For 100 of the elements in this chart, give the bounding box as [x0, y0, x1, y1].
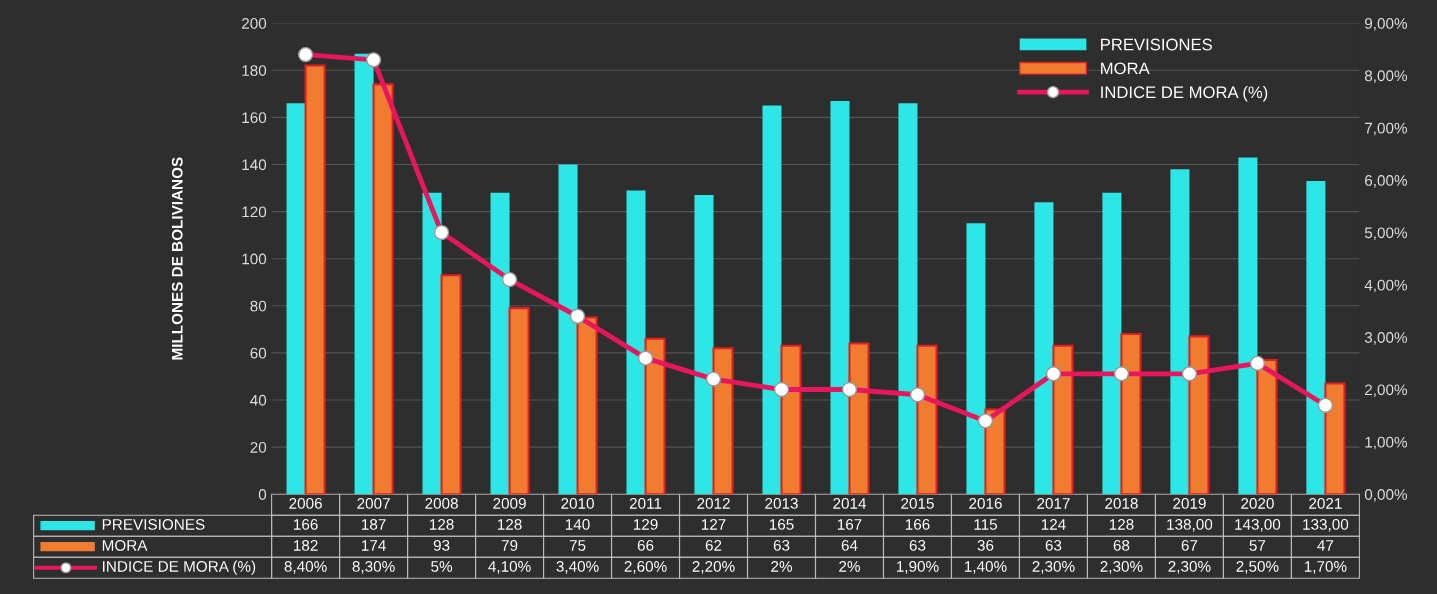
data-label: 165: [769, 519, 794, 530]
data-label: 66: [637, 540, 654, 551]
data-label: 47: [1317, 540, 1334, 551]
data-label: 174: [362, 540, 386, 551]
bar: [898, 103, 918, 495]
data-label: 182: [294, 540, 318, 551]
y-tick-label: 180: [242, 65, 267, 76]
data-label: 128: [429, 519, 454, 530]
legend-label: PREVISIONES: [1101, 38, 1212, 51]
data-label: 75: [569, 540, 586, 551]
bar: [1170, 169, 1190, 495]
data-label: 128: [497, 519, 522, 530]
data-label: 68: [1113, 540, 1130, 551]
bar: [1102, 192, 1122, 495]
text: MORA: [102, 540, 148, 551]
bar: [558, 164, 578, 495]
y2-tick-label: 8,00%: [1364, 70, 1408, 83]
data-label: 124: [1041, 519, 1066, 530]
data-label: 57: [1249, 540, 1266, 551]
bar: [626, 190, 646, 495]
x-tick-label: 2014: [833, 497, 867, 509]
x-tick-label: 2011: [629, 497, 662, 509]
x-tick-label: 2008: [425, 497, 458, 509]
data-label: 133,00: [1303, 519, 1349, 532]
bar: [354, 53, 374, 495]
data-label: 62: [705, 540, 722, 551]
bar: [576, 316, 598, 495]
x-tick-label: 2007: [357, 497, 390, 509]
y2-tick-label: 0,00%: [1364, 489, 1408, 502]
x-tick-label: 2016: [969, 497, 1002, 509]
data-label: 1,90%: [896, 561, 939, 574]
text: PREVISIONES: [102, 519, 205, 530]
bar: [1120, 333, 1142, 495]
x-tick-label: 2019: [1173, 497, 1206, 509]
y-tick-label: 160: [242, 112, 267, 124]
bar: [1238, 157, 1258, 495]
data-label: 8,40%: [284, 561, 327, 574]
data-label: 115: [974, 519, 998, 530]
bar: [490, 192, 510, 495]
data-label: 5%: [431, 561, 453, 572]
y-tick-label: 20: [250, 441, 267, 453]
data-label: 166: [294, 519, 318, 530]
y-tick-label: 200: [242, 18, 267, 29]
data-label: 2,50%: [1236, 561, 1279, 574]
bar: [830, 100, 850, 495]
data-label: 166: [905, 519, 930, 530]
y2-tick-label: 1,00%: [1365, 436, 1408, 450]
data-label: 93: [433, 540, 450, 551]
bar: [440, 274, 462, 495]
y2-tick-label: 7,00%: [1365, 122, 1408, 136]
bar: [916, 344, 938, 495]
data-label: 2,30%: [1032, 561, 1075, 574]
y-tick-label: 0: [258, 489, 267, 500]
x-tick-label: 2009: [493, 497, 526, 509]
data-label: 8,30%: [352, 561, 395, 574]
bar: [1324, 382, 1346, 495]
bar: [1256, 358, 1278, 495]
data-label: 2%: [771, 561, 792, 572]
data-label: 138,00: [1167, 519, 1213, 532]
data-label: 129: [633, 519, 658, 530]
y2-tick-label: 9,00%: [1364, 18, 1408, 31]
y-axis-title: MILLONES DE BOLIVIANOS: [171, 157, 183, 360]
y-tick-label: 80: [250, 300, 267, 312]
data-label: 2,20%: [692, 561, 735, 574]
y2-tick-label: 6,00%: [1365, 175, 1408, 188]
bar: [372, 83, 394, 495]
bar: [1306, 180, 1326, 495]
data-label: 2,60%: [624, 561, 667, 574]
data-label: 140: [565, 519, 590, 530]
bar: [1052, 344, 1074, 495]
x-tick-label: 2017: [1037, 497, 1070, 509]
y2-tick-label: 2,00%: [1365, 384, 1408, 398]
bar: [762, 105, 782, 495]
bar: [644, 337, 666, 495]
data-label: 2,30%: [1100, 561, 1143, 574]
x-tick-label: 2013: [765, 497, 798, 509]
bar: [984, 408, 1006, 495]
bar: [508, 307, 530, 495]
data-label: 67: [1181, 540, 1198, 551]
y-tick-label: 40: [250, 394, 267, 406]
data-label: 63: [773, 540, 790, 551]
y2-tick-label: 4,00%: [1364, 279, 1408, 293]
data-label: 36: [977, 540, 994, 551]
data-label: 63: [909, 540, 926, 551]
x-tick-label: 2018: [1105, 497, 1138, 509]
data-label: 64: [841, 540, 858, 551]
data-label: 4,10%: [488, 561, 531, 574]
bar: [966, 223, 986, 495]
bar: [1034, 202, 1054, 495]
legend-label: MORA: [1101, 62, 1150, 75]
data-label: 127: [701, 519, 726, 530]
data-label: 79: [501, 540, 518, 551]
x-tick-label: 2012: [697, 497, 730, 509]
y2-tick-label: 3,00%: [1364, 332, 1408, 345]
y-tick-label: 140: [242, 159, 267, 171]
bar: [780, 344, 802, 495]
data-label: 1,40%: [964, 561, 1007, 574]
x-tick-label: 2020: [1241, 497, 1274, 509]
data-label: 2%: [839, 561, 860, 572]
x-tick-label: 2010: [561, 497, 594, 509]
